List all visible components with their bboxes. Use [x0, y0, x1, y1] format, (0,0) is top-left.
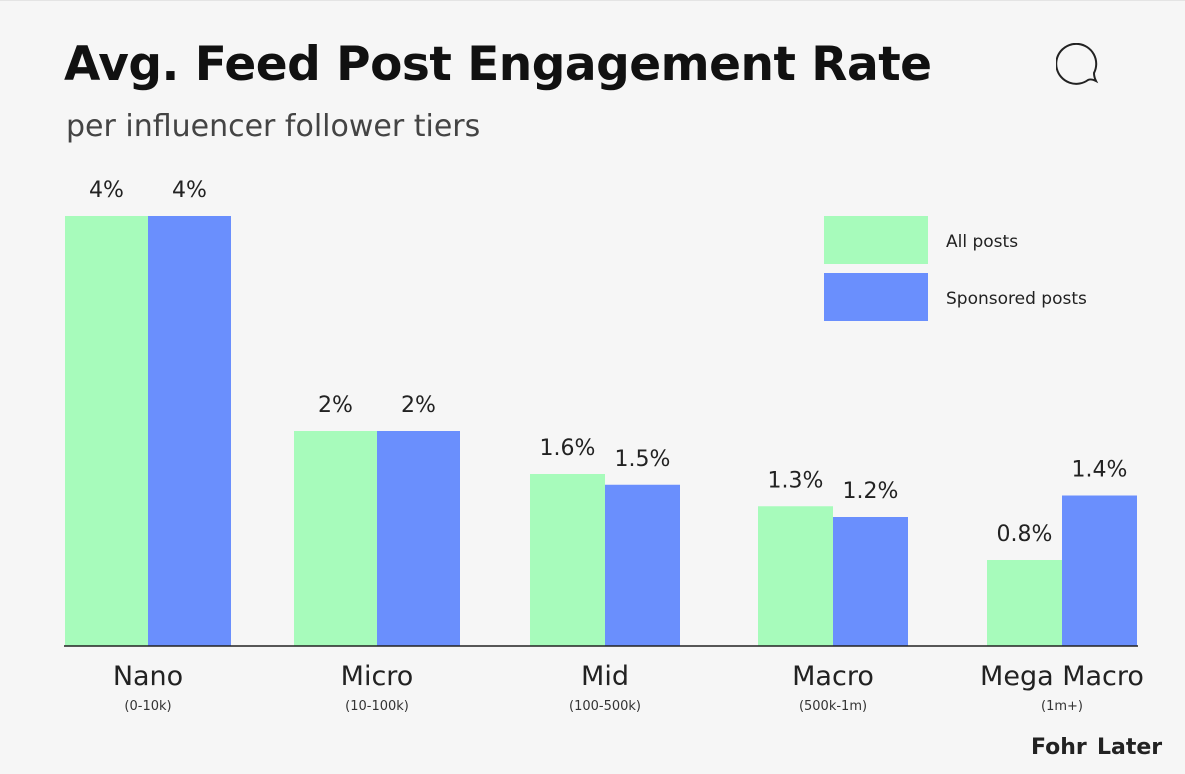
- x-tick-label: Macro: [792, 661, 874, 692]
- bar-all-posts: [65, 216, 148, 646]
- bar-sponsored-posts: [605, 484, 680, 646]
- x-tick-sublabel: (1m+): [1041, 699, 1083, 714]
- bar-all-posts: [987, 560, 1062, 646]
- data-label: 1.2%: [843, 479, 899, 504]
- data-label: 1.5%: [615, 447, 671, 472]
- chart-title: Avg. Feed Post Engagement Rate: [64, 37, 932, 92]
- data-label: 4%: [172, 178, 207, 203]
- fohr-logo: Fohr: [1031, 735, 1087, 760]
- later-logo: Later: [1097, 735, 1163, 760]
- x-tick-label: Micro: [341, 661, 414, 692]
- bar-sponsored-posts: [377, 431, 460, 646]
- bar-sponsored-posts: [833, 517, 908, 646]
- x-tick-sublabel: (500k-1m): [799, 699, 867, 714]
- bar-sponsored-posts: [1062, 495, 1137, 646]
- data-label: 4%: [89, 178, 124, 203]
- data-label: 1.3%: [768, 468, 824, 493]
- bar-sponsored-posts: [148, 216, 231, 646]
- x-tick-sublabel: (0-10k): [124, 699, 171, 714]
- x-tick-label: Mid: [581, 661, 629, 692]
- chart-subtitle: per influencer follower tiers: [66, 109, 481, 144]
- data-label: 2%: [318, 393, 353, 418]
- x-tick-label: Nano: [113, 661, 183, 692]
- legend-label: Sponsored posts: [946, 289, 1087, 309]
- data-label: 1.4%: [1072, 458, 1128, 483]
- data-label: 2%: [401, 393, 436, 418]
- x-tick-label: Mega Macro: [980, 661, 1144, 692]
- legend-label: All posts: [946, 232, 1018, 252]
- legend-swatch: [824, 216, 928, 264]
- bar-all-posts: [758, 506, 833, 646]
- data-label: 0.8%: [997, 522, 1053, 547]
- bar-all-posts: [294, 431, 377, 646]
- speech-bubble-icon: [1056, 43, 1099, 85]
- x-tick-sublabel: (10-100k): [345, 699, 409, 714]
- bar-all-posts: [530, 474, 605, 646]
- x-tick-sublabel: (100-500k): [569, 699, 641, 714]
- data-label: 1.6%: [540, 436, 596, 461]
- legend-swatch: [824, 273, 928, 321]
